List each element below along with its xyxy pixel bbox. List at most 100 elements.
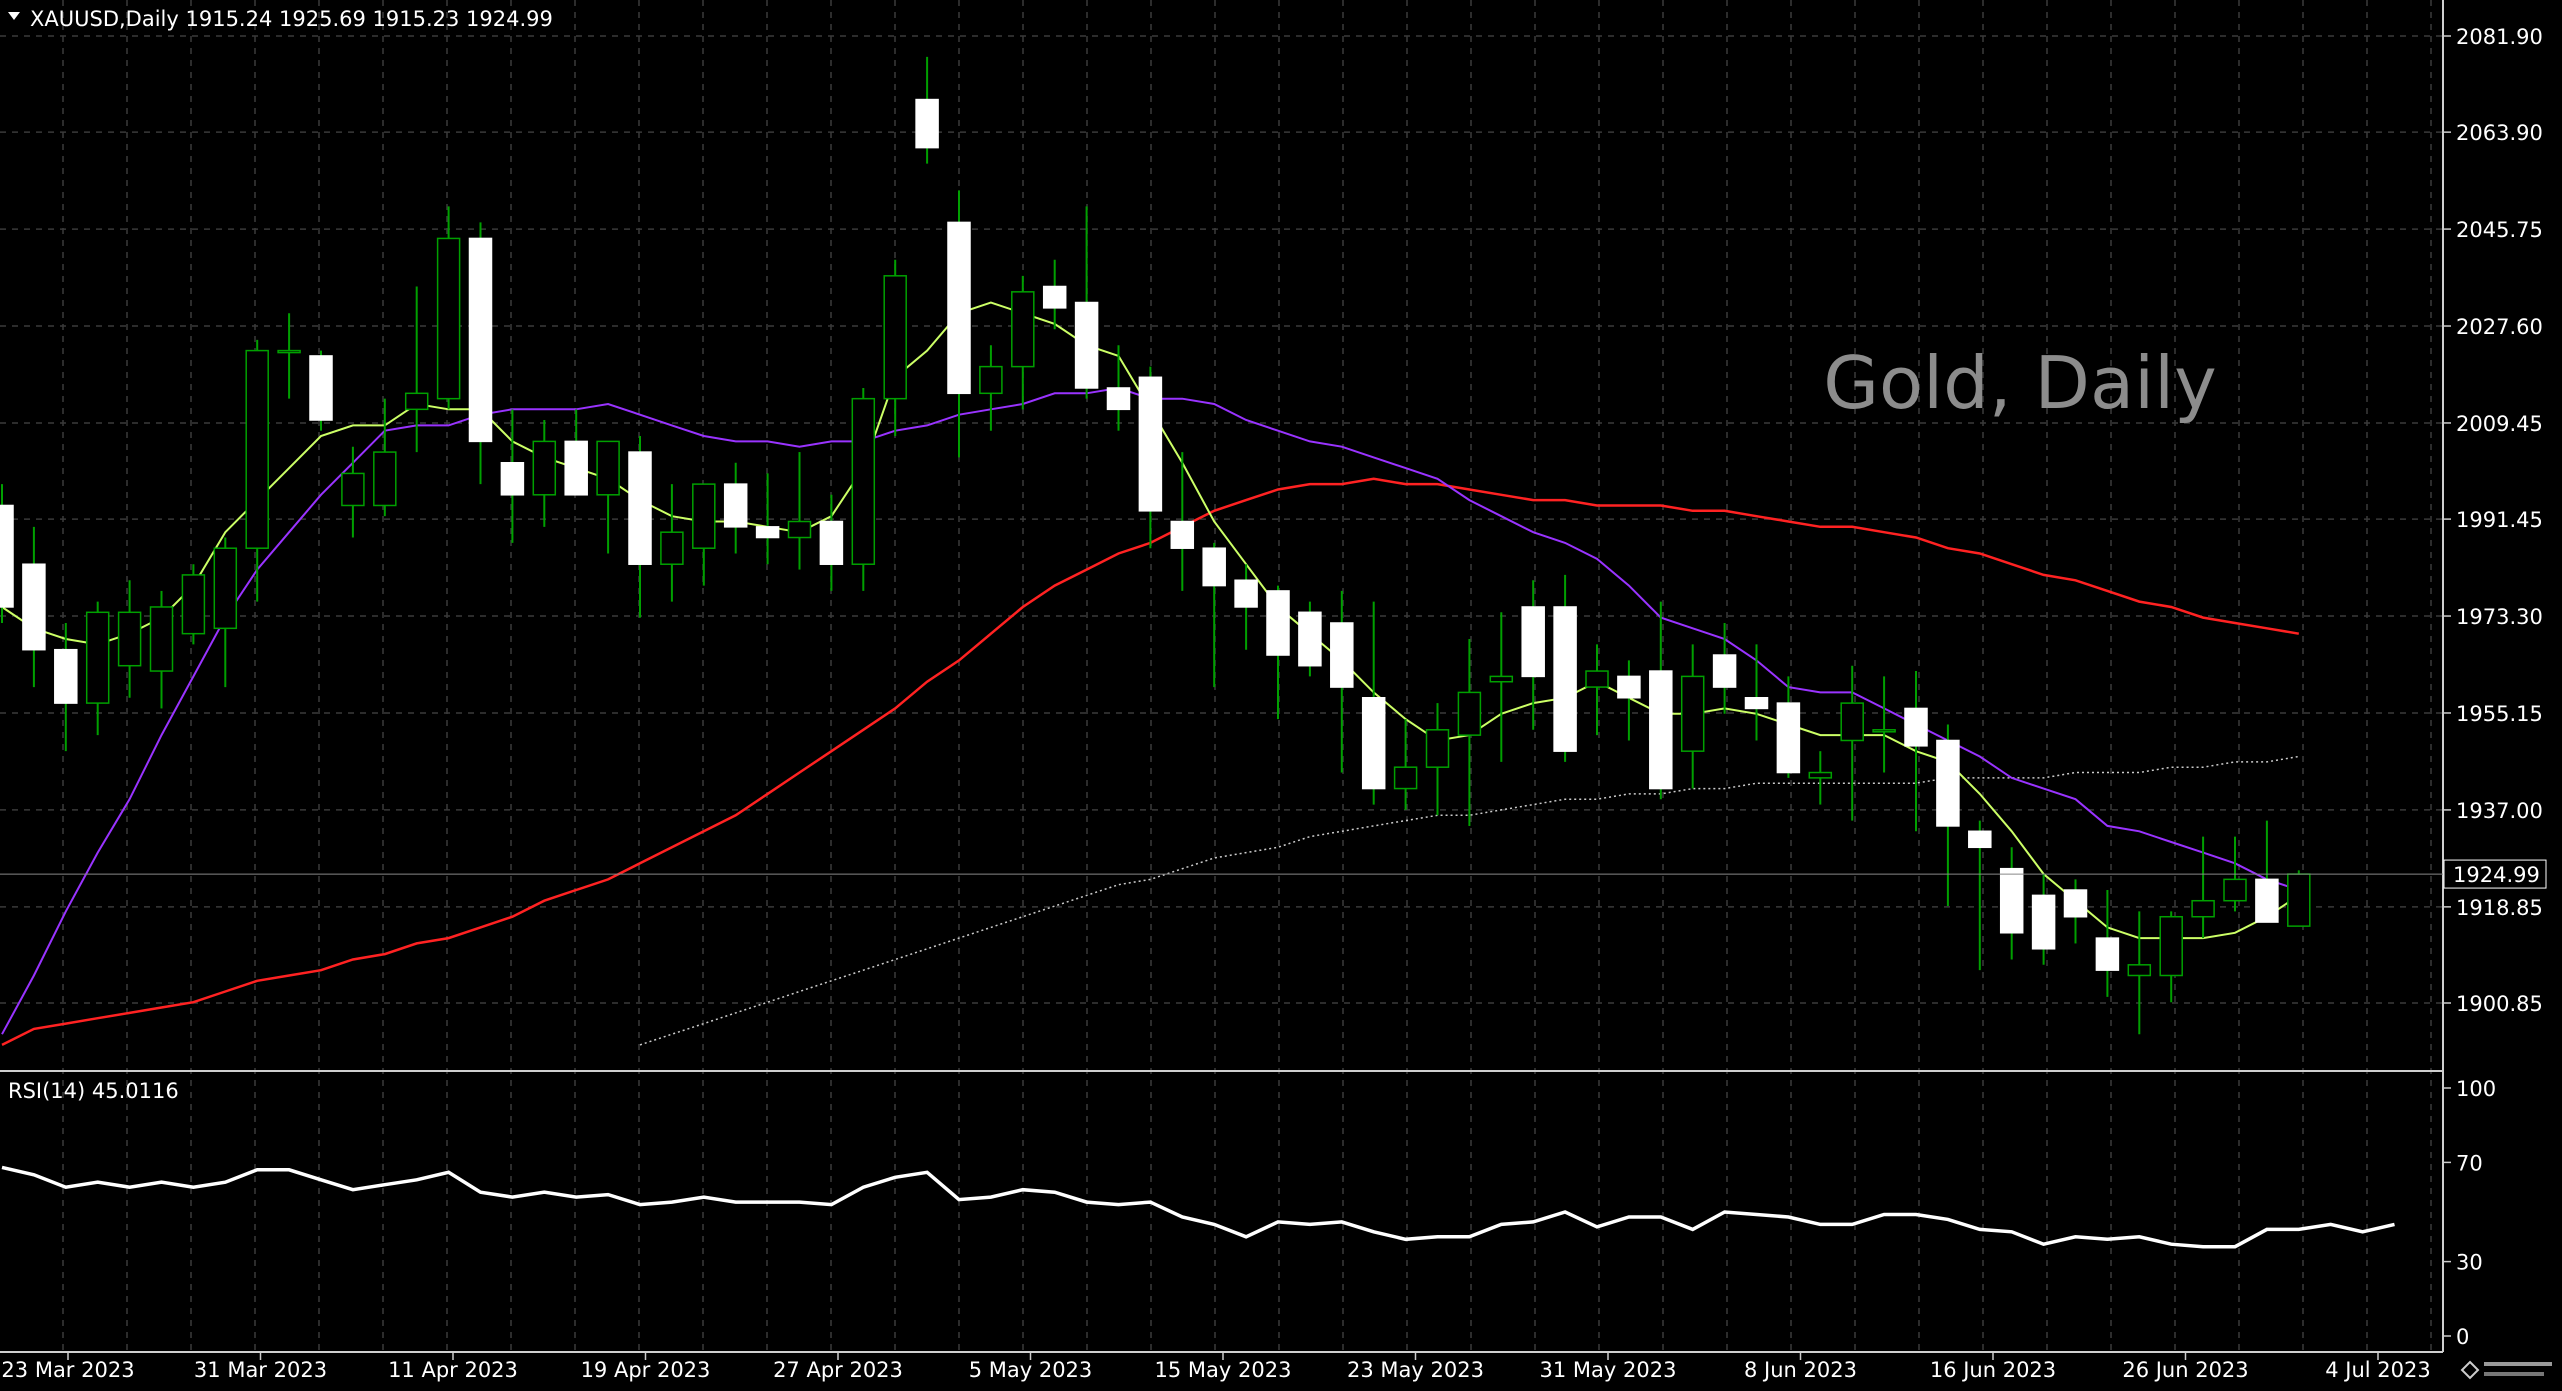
logo-icon <box>2460 1358 2554 1382</box>
time-axis: 23 Mar 2023 31 Mar 2023 11 Apr 2023 19 Apr … <box>1 1352 2431 1382</box>
candle-body <box>245 349 269 549</box>
candle <box>596 440 620 554</box>
candle <box>1074 206 1099 399</box>
candle <box>1553 574 1577 762</box>
candle-body <box>660 531 684 565</box>
price-tick-label: 2081.90 <box>2456 25 2543 49</box>
time-tick-label: 16 Jun 2023 <box>1930 1358 2056 1382</box>
candle-body <box>213 547 238 630</box>
candle <box>1585 644 1609 736</box>
candle <box>2287 870 2311 927</box>
candle <box>1170 452 1195 591</box>
candle <box>181 564 206 645</box>
candle <box>1680 644 1705 789</box>
candle <box>1872 676 1896 773</box>
candle <box>2063 879 2088 944</box>
candle-body <box>819 520 844 565</box>
rsi-tick-label: 100 <box>2456 1077 2496 1101</box>
time-tick-label: 15 May 2023 <box>1155 1358 1292 1382</box>
watermark-text: Gold, Daily <box>1823 341 2217 425</box>
candle-body <box>1521 606 1545 678</box>
candle <box>532 420 557 527</box>
candle <box>1266 585 1290 720</box>
candle-body <box>1361 697 1386 790</box>
rsi-line <box>1 1165 2395 1249</box>
candle <box>1776 676 1801 778</box>
time-tick-label: 23 Mar 2023 <box>1 1358 134 1382</box>
candle <box>213 537 238 688</box>
candle <box>1968 820 1992 971</box>
candle <box>2095 890 2120 997</box>
candle-body <box>1202 547 1226 587</box>
triangle-down-icon[interactable] <box>8 12 20 20</box>
price-tick-label: 1955.15 <box>2456 702 2543 726</box>
candle-body <box>564 440 588 496</box>
candle <box>245 339 269 602</box>
candle <box>277 313 301 399</box>
rsi-tick-label: 0 <box>2456 1325 2469 1349</box>
candle <box>341 446 365 538</box>
candle <box>0 484 14 623</box>
candle <box>2255 820 2279 923</box>
candle <box>1936 724 1960 907</box>
candle <box>883 259 907 437</box>
time-tick-label: 5 May 2023 <box>969 1358 1093 1382</box>
time-tick-label: 4 Jul 2023 <box>2325 1358 2431 1382</box>
candle <box>1138 366 1163 549</box>
candle-body <box>1489 675 1514 683</box>
candle-body <box>22 563 46 651</box>
candle-body <box>2255 878 2279 923</box>
candle <box>1202 542 1226 688</box>
price-axis: 2081.90 2063.90 2045.75 2027.60 2009.45 1991.… <box>2443 25 2543 1349</box>
candle <box>2127 911 2152 1035</box>
candle <box>915 56 939 164</box>
candle-body <box>1425 729 1450 768</box>
candle <box>54 622 78 752</box>
candle-body <box>2191 899 2215 918</box>
price-tick-label: 2009.45 <box>2456 412 2543 436</box>
candle-body <box>628 451 652 565</box>
time-tick-label: 8 Jun 2023 <box>1744 1358 1857 1382</box>
candle-body <box>1968 830 1992 849</box>
candle-body <box>2127 964 2152 977</box>
time-tick-label: 19 Apr 2023 <box>581 1358 711 1382</box>
candle <box>1649 601 1673 800</box>
candle <box>22 526 46 688</box>
candle <box>1106 345 1131 431</box>
candle-body <box>1457 691 1482 736</box>
candle-body <box>947 221 971 395</box>
candle <box>1457 639 1482 826</box>
candle <box>564 409 588 496</box>
candle <box>2031 874 2056 965</box>
candle-body <box>309 355 333 421</box>
candle <box>500 409 525 543</box>
candle <box>787 452 812 570</box>
candle <box>1234 564 1258 650</box>
candle <box>1840 665 1864 821</box>
time-tick-label: 26 Jun 2023 <box>2122 1358 2248 1382</box>
candle-body <box>436 237 461 400</box>
candle <box>723 462 748 554</box>
price-tick-label: 1973.30 <box>2456 605 2543 629</box>
candle <box>1011 275 1035 410</box>
candle <box>436 206 461 410</box>
time-tick-label: 23 May 2023 <box>1347 1358 1484 1382</box>
candle <box>1489 612 1514 762</box>
candle-body <box>915 98 939 149</box>
candle-body <box>1744 697 1769 710</box>
candle <box>1712 622 1737 714</box>
candle <box>947 190 971 458</box>
candle <box>468 222 493 485</box>
candle <box>117 580 142 698</box>
candle-body <box>723 483 748 528</box>
candle <box>660 484 684 602</box>
candle-body <box>117 611 142 667</box>
rsi-label: RSI(14) 45.0116 <box>8 1079 179 1103</box>
candle <box>2191 836 2215 939</box>
candle-body <box>979 365 1003 395</box>
candle-body <box>1106 387 1131 411</box>
candle-body <box>2031 894 2056 950</box>
candle-body <box>1808 771 1833 779</box>
